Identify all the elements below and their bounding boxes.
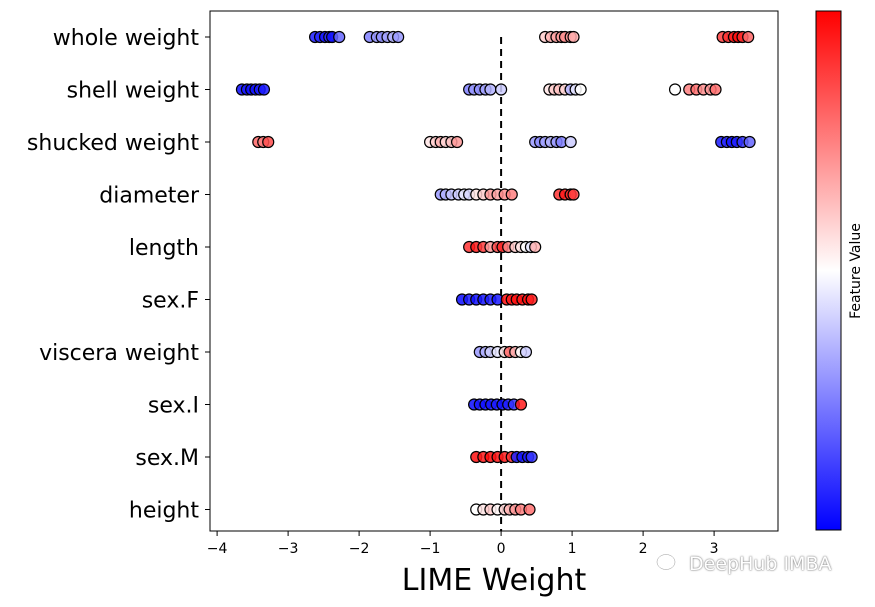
y-tick-label: viscera weight [39, 341, 199, 366]
data-point [668, 83, 682, 96]
data-point [567, 30, 580, 44]
x-tick-label: 3 [710, 541, 719, 557]
data-points [235, 30, 756, 516]
data-point [333, 30, 346, 44]
data-point [525, 293, 538, 306]
colorbar [815, 10, 842, 531]
x-ticks: −4 −3 −2 −1 0 1 2 3 [207, 531, 719, 557]
data-point [484, 83, 497, 96]
x-axis-label: LIME Weight [402, 563, 587, 598]
data-point [519, 345, 533, 359]
data-point [567, 188, 580, 201]
y-tick-label: sex.I [148, 394, 199, 419]
data-point [514, 398, 528, 411]
data-point [574, 83, 587, 96]
x-tick-label: −1 [420, 541, 441, 557]
data-point [529, 240, 542, 254]
x-tick-label: 2 [639, 541, 648, 557]
y-tick-label: shell weight [67, 79, 200, 104]
y-tick-label: shucked weight [27, 131, 199, 156]
wechat-icon [656, 553, 682, 575]
x-tick-label: −3 [278, 541, 299, 557]
data-point [525, 450, 538, 464]
data-point [523, 503, 536, 516]
watermark-text: DeepHub IMBA [689, 553, 832, 575]
data-point [742, 30, 755, 44]
y-tick-label: sex.F [142, 289, 199, 314]
data-point [450, 135, 464, 149]
data-point [505, 188, 518, 201]
x-tick-label: −2 [349, 541, 370, 557]
y-tick-label: height [129, 499, 199, 524]
y-ticks: whole weight shell weight shucked weight di… [27, 26, 210, 524]
data-point [743, 135, 756, 149]
data-point [257, 83, 271, 96]
plot-area [209, 10, 779, 532]
data-point [262, 135, 275, 149]
data-point [564, 135, 577, 149]
x-tick-label: 0 [497, 541, 506, 557]
y-tick-label: diameter [99, 184, 200, 209]
watermark: DeepHub IMBA [655, 552, 832, 576]
data-point [709, 83, 722, 96]
y-tick-label: length [129, 236, 199, 261]
data-point [495, 83, 508, 96]
y-tick-label: sex.M [135, 446, 199, 471]
y-tick-label: whole weight [53, 26, 200, 51]
x-tick-label: −4 [207, 541, 228, 557]
colorbar-label: Feature Value [848, 223, 864, 319]
x-tick-label: 1 [568, 541, 577, 557]
data-point [392, 30, 405, 44]
